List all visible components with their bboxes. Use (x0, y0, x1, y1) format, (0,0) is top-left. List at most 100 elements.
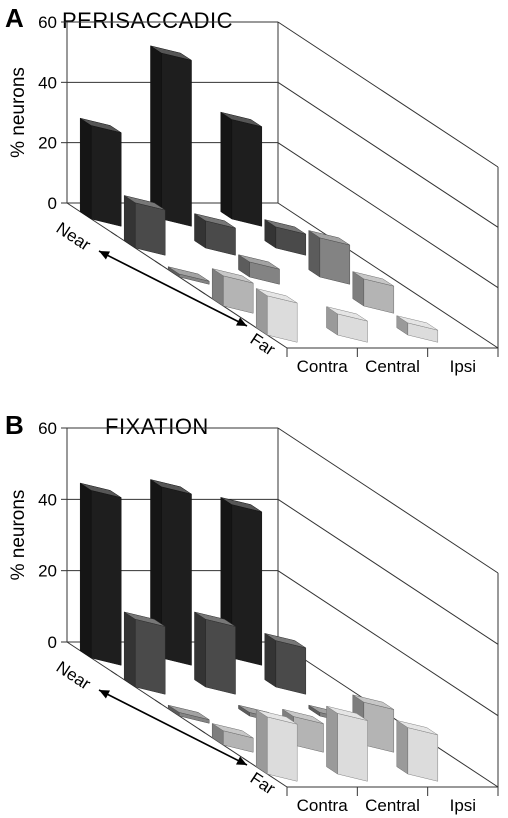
bar-top-face (212, 723, 254, 739)
bar (396, 315, 439, 343)
bar-top-face (326, 306, 368, 322)
gridline-side (277, 21, 499, 168)
bar-front-face (134, 202, 166, 256)
bar (79, 117, 122, 227)
bar-top-face (326, 705, 368, 721)
bar-front-face (266, 295, 298, 343)
bar-side-face (79, 117, 92, 220)
bar (211, 723, 254, 753)
depth-tick (242, 318, 250, 324)
bar-top-face (220, 111, 262, 127)
bar-front-face (275, 640, 307, 695)
bar-front-face (161, 52, 192, 227)
panel-a-title: PERISACCADIC (62, 8, 234, 33)
bar (123, 611, 166, 695)
bar-front-face (266, 716, 298, 782)
category-label: Central (365, 796, 420, 815)
bar (264, 632, 307, 695)
bar (167, 704, 210, 724)
bar-top-face (168, 704, 210, 720)
depth-tick (242, 757, 250, 763)
depth-tick (198, 728, 206, 734)
y-axis-label: % neurons (8, 490, 29, 581)
depth-label-near: Near (53, 218, 95, 254)
category-label: Central (365, 357, 420, 376)
bar (238, 254, 280, 285)
bar-top-face (352, 271, 394, 287)
bar-front-face (363, 701, 395, 753)
bar (194, 213, 236, 256)
bar-top-face (150, 479, 192, 495)
bar (255, 288, 298, 343)
bar-top-face (124, 611, 166, 627)
y-tick-label: 20 (38, 562, 57, 581)
bar (211, 268, 254, 314)
bar (220, 496, 263, 666)
gridline-side (277, 570, 499, 717)
bar-front-face (407, 727, 439, 782)
category-label: Ipsi (450, 357, 476, 376)
bar-top-face (264, 219, 306, 235)
panel-a-letter: A (5, 3, 24, 33)
bar-top-face (352, 694, 394, 710)
y-tick-label: 60 (38, 419, 57, 438)
bars (79, 479, 439, 782)
depth-arrowhead-far (236, 756, 247, 765)
depth-label-near: Near (53, 657, 95, 693)
bar-top-face (256, 709, 298, 725)
bar-side-face (123, 611, 136, 688)
bar-top-face (238, 254, 280, 270)
bar-side-face (123, 195, 136, 249)
y-tick-label: 20 (38, 134, 57, 153)
bar (308, 230, 351, 285)
bar-front-face (231, 504, 263, 666)
depth-tick (198, 289, 206, 295)
bar (396, 719, 439, 782)
bar (79, 482, 122, 666)
bar-front-face (161, 486, 192, 666)
bar-top-face (80, 482, 122, 498)
bar-front-face (205, 618, 236, 695)
bar (264, 219, 307, 256)
category-label: Ipsi (450, 796, 476, 815)
bar-side-face (79, 482, 92, 659)
bar-top-face (256, 288, 298, 304)
depth-arrowhead-far (236, 317, 247, 326)
bar-side-face (255, 288, 268, 336)
gridline-side (277, 81, 499, 228)
bar (352, 271, 395, 314)
bar-top-face (220, 497, 262, 513)
bar (326, 705, 368, 782)
bar-top-face (282, 708, 324, 724)
bar-front-face (90, 490, 122, 666)
bar-top-face (396, 720, 438, 736)
bar-top-face (150, 45, 192, 61)
bar-front-face (337, 713, 368, 782)
depth-arrow-line (98, 689, 248, 766)
bar (220, 111, 263, 227)
y-tick-label: 60 (38, 13, 57, 32)
bar-top-face (194, 611, 236, 627)
y-tick-label: 40 (38, 490, 57, 509)
depth-tick (154, 260, 162, 266)
bar-side-face (326, 705, 338, 775)
bar-top-face (80, 117, 122, 133)
bar-front-face (231, 119, 263, 227)
depth-arrow-line (98, 250, 248, 327)
bar (326, 306, 368, 343)
category-label: Contra (297, 357, 349, 376)
bar (167, 266, 210, 285)
depth-tick (154, 699, 162, 705)
bar-side-face (308, 230, 321, 278)
y-tick-label: 40 (38, 73, 57, 92)
category-label: Contra (297, 796, 349, 815)
panel-b-title: FIXATION (105, 414, 209, 439)
bar-front-face (134, 618, 166, 695)
depth-tick (110, 231, 118, 237)
bar (123, 195, 166, 256)
panel-b-letter: B (5, 410, 24, 440)
bar (194, 611, 236, 695)
bar-top-face (264, 633, 306, 649)
